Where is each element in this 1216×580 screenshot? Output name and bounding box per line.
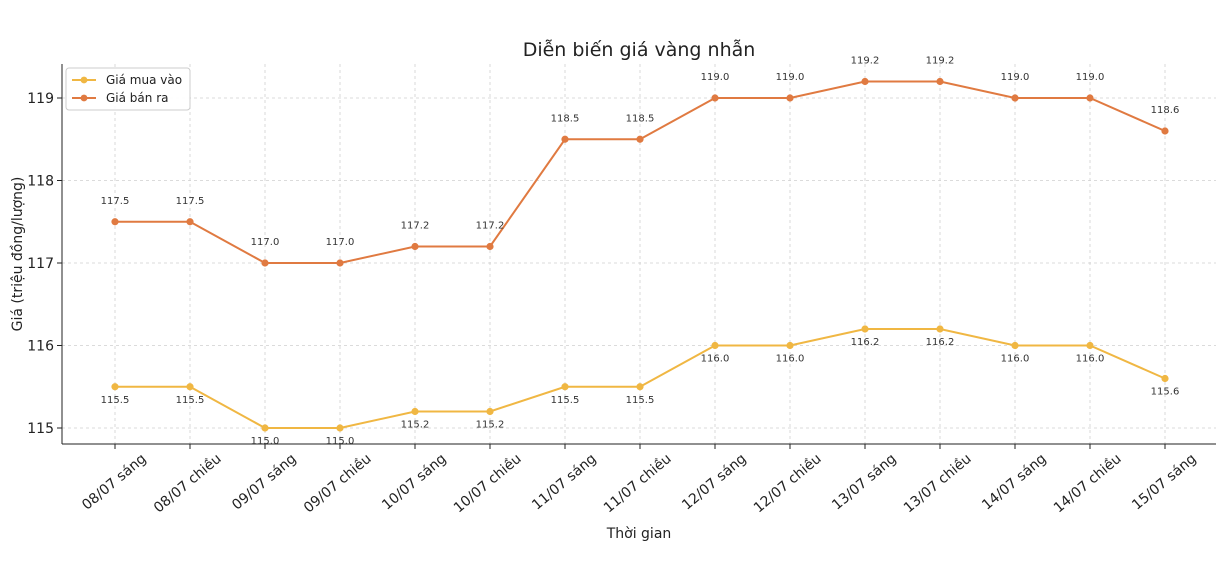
x-tick-label: 08/07 sáng <box>79 451 149 514</box>
x-tick-label: 08/07 chiều <box>150 450 224 516</box>
y-tick-label: 118 <box>27 174 54 190</box>
data-label: 117.5 <box>176 196 205 207</box>
x-tick-label: 11/07 sáng <box>529 451 599 514</box>
data-point <box>936 325 944 333</box>
data-point <box>486 242 494 251</box>
data-label: 119.2 <box>926 56 955 67</box>
data-label: 117.5 <box>101 196 130 207</box>
data-label: 116.2 <box>926 337 955 348</box>
data-point <box>261 424 269 432</box>
data-point <box>561 135 569 143</box>
data-point <box>411 242 419 251</box>
data-point <box>711 341 719 350</box>
data-point <box>786 94 794 102</box>
data-label: 117.2 <box>401 221 430 232</box>
x-tick-label: 09/07 sáng <box>229 451 299 514</box>
data-point <box>936 77 944 86</box>
data-point <box>111 383 119 391</box>
data-point <box>1011 94 1019 102</box>
data-point <box>561 383 569 391</box>
x-tick-label: 14/07 sáng <box>979 451 1049 514</box>
x-axis-label: Thời gian <box>606 526 672 542</box>
data-labels: 115.5 115.5 115.0 115.0 115.2 115.2 115.5 115.5… <box>101 56 1180 448</box>
data-label: 119.0 <box>1001 72 1030 83</box>
data-point <box>336 259 344 267</box>
data-point <box>1161 374 1169 383</box>
legend-swatch-marker <box>80 94 88 102</box>
chart-title: Diễn biến giá vàng nhẫn <box>523 38 756 61</box>
x-tick-label: 09/07 chiều <box>300 450 374 516</box>
y-tick-label: 115 <box>27 421 54 437</box>
data-label: 115.2 <box>476 420 505 431</box>
data-label: 115.5 <box>101 395 130 406</box>
legend-label: Giá mua vào <box>106 73 182 87</box>
legend-label: Giá bán ra <box>106 91 168 105</box>
data-label: 116.0 <box>776 354 805 365</box>
data-label: 116.0 <box>1001 354 1030 365</box>
data-label: 116.0 <box>701 354 730 365</box>
y-tick-label: 119 <box>27 91 54 107</box>
data-label: 118.5 <box>626 113 655 124</box>
x-tick-label: 14/07 chiều <box>1050 450 1124 516</box>
data-label: 117.0 <box>251 237 280 248</box>
data-point <box>186 218 194 226</box>
data-label: 115.0 <box>326 436 355 447</box>
data-label: 115.5 <box>176 395 205 406</box>
data-label: 119.0 <box>701 72 730 83</box>
data-label: 118.6 <box>1151 105 1180 116</box>
data-point <box>186 383 194 391</box>
legend-swatch-marker <box>80 76 88 84</box>
data-point <box>786 341 794 350</box>
data-point <box>1011 341 1019 350</box>
data-label: 115.5 <box>626 395 655 406</box>
data-label: 117.2 <box>476 221 505 232</box>
data-point <box>861 325 869 333</box>
data-point <box>486 407 494 416</box>
data-label: 115.6 <box>1151 387 1180 398</box>
data-label: 116.0 <box>1076 354 1105 365</box>
data-point <box>636 383 644 391</box>
x-tick-label: 12/07 chiều <box>750 450 824 516</box>
data-point <box>1086 341 1094 350</box>
x-tick-label: 15/07 sáng <box>1129 451 1199 514</box>
x-tick-label: 10/07 chiều <box>450 450 524 516</box>
data-point <box>111 218 119 226</box>
series-layer <box>111 77 1169 432</box>
data-label: 119.0 <box>1076 72 1105 83</box>
data-point <box>1161 127 1169 135</box>
x-tick-label: 13/07 chiều <box>900 450 974 516</box>
x-tick-label: 13/07 sáng <box>829 451 899 514</box>
data-label: 118.5 <box>551 113 580 124</box>
y-axis-label: Giá (triệu đồng/lượng) <box>9 177 26 332</box>
data-label: 115.5 <box>551 395 580 406</box>
y-tick-label: 116 <box>27 339 54 355</box>
legend-box <box>65 67 191 111</box>
data-point <box>1086 94 1094 102</box>
data-label: 119.0 <box>776 72 805 83</box>
data-point <box>861 77 869 86</box>
legend: Giá mua vào Giá bán ra <box>65 67 191 111</box>
data-label: 115.0 <box>251 436 280 447</box>
axes: 08/07 sáng 08/07 chiều 09/07 sáng 09/07 chi… <box>27 64 1216 516</box>
x-tick-label: 10/07 sáng <box>379 451 449 514</box>
data-point <box>636 135 644 143</box>
data-point <box>411 407 419 416</box>
data-label: 116.2 <box>851 337 880 348</box>
data-point <box>336 424 344 432</box>
data-point <box>711 94 719 102</box>
x-tick-label: 11/07 chiều <box>600 450 674 516</box>
data-label: 119.2 <box>851 56 880 67</box>
x-tick-label: 12/07 sáng <box>679 451 749 514</box>
data-label: 117.0 <box>326 237 355 248</box>
y-tick-label: 117 <box>27 256 54 272</box>
data-point <box>261 259 269 267</box>
data-label: 115.2 <box>401 420 430 431</box>
